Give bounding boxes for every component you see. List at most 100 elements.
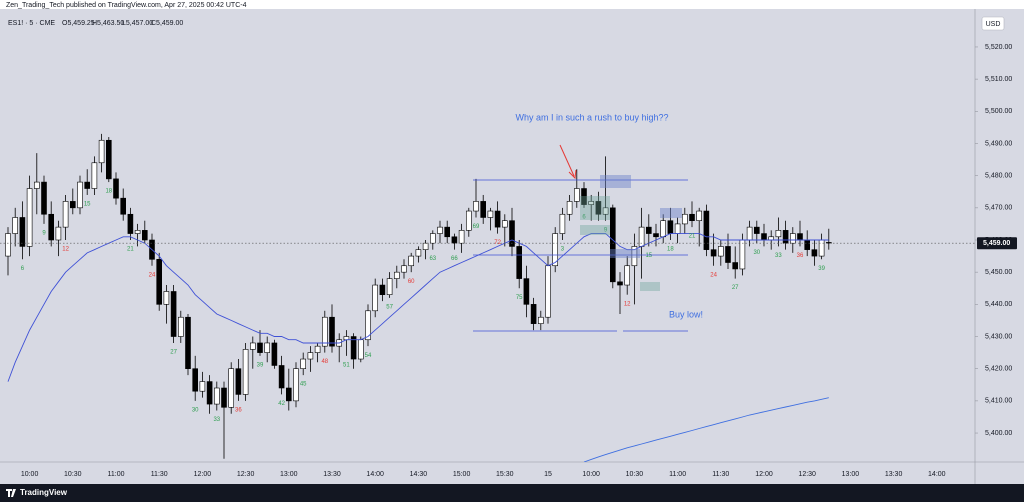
bar-count: 9: [42, 230, 46, 236]
bar-count: 39: [257, 362, 264, 368]
candle-body: [48, 213, 55, 241]
candle-body: [271, 342, 278, 366]
x-tick-label: 12:30: [798, 471, 816, 478]
currency-box[interactable]: [981, 16, 1005, 31]
candle-body: [753, 226, 760, 234]
candle-body: [653, 233, 659, 238]
y-tick-label: 5,430.00: [985, 333, 1012, 340]
candle-body: [494, 210, 501, 228]
candle-body: [761, 233, 767, 241]
x-tick-label: 10:30: [64, 471, 82, 478]
bar-count: 18: [667, 247, 674, 253]
candle-body: [782, 230, 789, 244]
y-tick-label: 5,490.00: [985, 140, 1012, 147]
bar-count: 48: [321, 359, 328, 365]
bar-count: 18: [105, 189, 112, 195]
header-bar: [0, 0, 1024, 9]
x-tick-label: 10:30: [626, 471, 644, 478]
currency[interactable]: USD: [986, 21, 1001, 28]
candle-body: [19, 217, 26, 247]
drawings: [473, 144, 688, 332]
x-tick-label: 10:00: [582, 471, 600, 478]
bar-count: 75: [516, 295, 523, 301]
legend-open: O5,459.25: [62, 20, 95, 27]
bar-count: 39: [818, 266, 825, 272]
candle-body: [242, 349, 249, 395]
candle-body: [142, 230, 148, 241]
x-tick-label: 13:30: [323, 471, 341, 478]
candle-body: [789, 233, 796, 244]
legend-high: H5,463.50: [92, 20, 124, 27]
candle-body: [725, 246, 731, 263]
candle-body: [696, 210, 703, 221]
x-tick-label: 11:30: [712, 471, 729, 478]
zone-box: [610, 249, 640, 258]
candle-body: [33, 181, 40, 189]
annotation: Why am I in such a rush to buy high??: [515, 112, 668, 122]
candle-body: [473, 201, 479, 212]
candle-body: [357, 339, 364, 360]
candle-body: [228, 368, 234, 408]
candle-body: [70, 201, 76, 209]
candle-body: [667, 220, 674, 234]
candle-body: [746, 226, 753, 241]
candle-body: [185, 316, 191, 369]
candle-body: [257, 342, 263, 353]
candle-body: [321, 316, 328, 347]
candle-body: [818, 239, 825, 257]
candle-body: [329, 316, 335, 347]
candle-body: [775, 230, 782, 238]
candle-body: [516, 246, 523, 279]
candle-body: [393, 271, 400, 279]
candle-body: [120, 197, 126, 215]
candle-body: [156, 259, 162, 305]
bar-count: 54: [365, 353, 372, 359]
bar-count: 63: [429, 256, 436, 262]
publisher: Zen_Trading_Tech published on TradingVie…: [6, 2, 247, 9]
candle-body: [537, 316, 544, 324]
x-tick-label: 11:30: [151, 471, 168, 478]
candle-body: [797, 233, 803, 241]
bar-count: 66: [451, 256, 458, 262]
candle-body: [134, 230, 141, 234]
x-tick-label: 15: [544, 471, 552, 478]
bar-count: 12: [624, 301, 631, 307]
last-price-tag: [977, 237, 1017, 250]
x-tick-label: 11:00: [669, 471, 686, 478]
candle-body: [717, 246, 724, 257]
arrow-head: [568, 169, 577, 180]
candle-body: [415, 249, 422, 257]
candle-body: [192, 368, 198, 392]
candle-body: [451, 236, 458, 244]
bar-count: 45: [300, 382, 307, 388]
candle-body: [62, 201, 69, 228]
candle-body: [530, 304, 537, 324]
bar-count: 27: [170, 350, 177, 356]
candle-body: [559, 213, 566, 234]
bar-count: 15: [84, 202, 91, 208]
zone-box: [580, 225, 610, 235]
bar-count: 3: [561, 247, 565, 253]
bar-count: 6: [582, 214, 586, 220]
moving-average: [583, 397, 829, 462]
x-tick-label: 11:00: [108, 471, 125, 478]
bar-count: 33: [775, 253, 782, 259]
y-tick-label: 5,480.00: [985, 172, 1012, 179]
bar-count: 6: [21, 266, 25, 272]
candle-body: [199, 381, 206, 392]
candle-body: [264, 342, 271, 353]
legend-low: L5,457.00: [122, 20, 153, 27]
candle-body: [401, 265, 407, 273]
x-tick-label: 12:00: [755, 471, 773, 478]
bar-count: 21: [127, 247, 134, 253]
bar-count: 24: [710, 272, 717, 278]
bar-count: 15: [645, 253, 652, 259]
candle-body: [170, 291, 177, 337]
bar-count: 30: [753, 250, 760, 256]
candle-body: [41, 181, 47, 215]
candle-body: [127, 213, 134, 234]
x-tick-label: 14:00: [928, 471, 946, 478]
candle-body: [645, 226, 652, 234]
brand: TradingView: [20, 488, 68, 497]
arrow: [559, 144, 575, 177]
